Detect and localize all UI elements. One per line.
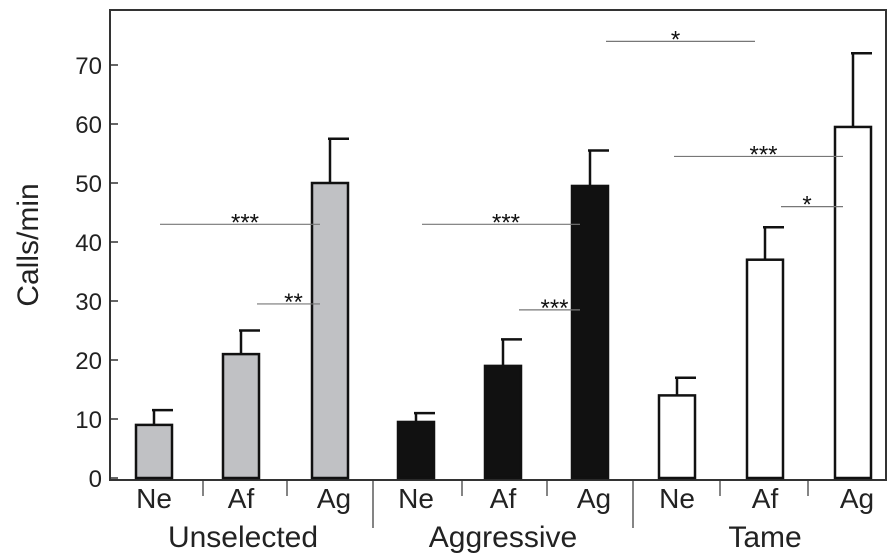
category-label: Ne	[659, 483, 695, 514]
bar-aggressive-ne	[396, 420, 436, 480]
category-label: Ne	[136, 483, 172, 514]
y-tick-label: 60	[75, 112, 102, 139]
y-tick-label: 0	[89, 466, 102, 493]
plot-frame	[109, 9, 887, 481]
y-tick-label: 10	[75, 407, 102, 434]
bar-unselected-ne	[134, 423, 174, 480]
group-label-unselected: Unselected	[168, 521, 318, 554]
significance-label: **	[284, 289, 303, 316]
significance-label: ***	[492, 209, 520, 236]
significance-label: ***	[540, 295, 568, 322]
group-label-tame: Tame	[728, 521, 801, 554]
y-tick-label: 40	[75, 230, 102, 257]
category-label: Af	[490, 483, 517, 514]
bar-unselected-af	[221, 352, 261, 480]
category-label: Ag	[577, 483, 611, 514]
bar-unselected-ag	[310, 181, 350, 480]
bar-tame-af	[745, 258, 785, 480]
bar-aggressive-af	[483, 364, 523, 480]
significance-markers: ****************	[160, 26, 843, 322]
category-label: Ag	[317, 483, 351, 514]
y-tick-label: 30	[75, 289, 102, 316]
bar-tame-ne	[657, 394, 697, 480]
y-tick-label: 70	[75, 53, 102, 80]
significance-label: ***	[749, 141, 777, 168]
bar-aggressive-ag	[570, 184, 610, 480]
group-label-aggressive: Aggressive	[429, 521, 577, 554]
significance-label: *	[802, 192, 811, 219]
significance-label: ***	[231, 209, 259, 236]
significance-label: *	[671, 26, 680, 53]
category-label: Af	[228, 483, 255, 514]
category-label: Ag	[840, 483, 874, 514]
y-axis-label: Calls/min	[12, 183, 45, 306]
category-label: Af	[752, 483, 779, 514]
y-tick-label: 50	[75, 171, 102, 198]
category-label: Ne	[398, 483, 434, 514]
y-tick-label: 20	[75, 348, 102, 375]
bars	[134, 51, 873, 480]
bar-tame-ag	[833, 125, 873, 480]
y-axis-ticks: 0 10 20 30 40 50 60 70	[75, 53, 118, 493]
